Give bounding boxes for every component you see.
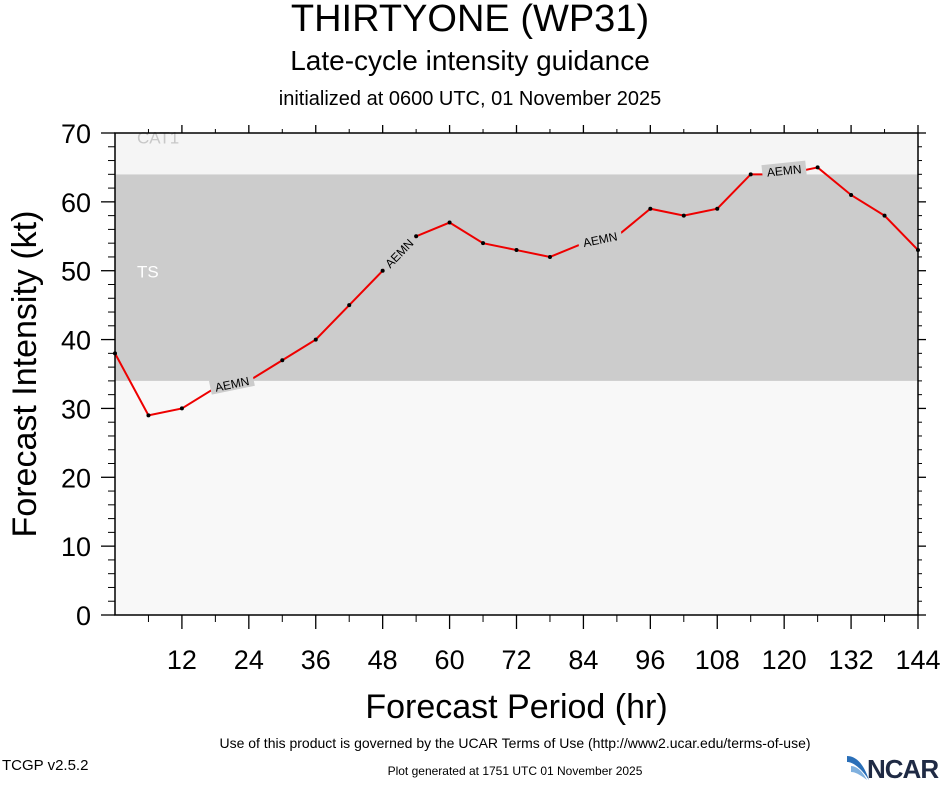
- x-tick-label: 132: [829, 645, 874, 675]
- data-point: [347, 303, 352, 308]
- band-ts: [115, 174, 918, 381]
- data-point: [146, 413, 151, 418]
- series-label: AEMN: [766, 162, 802, 179]
- plot-generated-time: Plot generated at 1751 UTC 01 November 2…: [387, 764, 643, 778]
- y-tick-label: 60: [61, 188, 91, 218]
- data-point: [179, 406, 184, 411]
- x-tick-label: 108: [695, 645, 740, 675]
- y-tick-label: 30: [61, 394, 91, 424]
- data-point: [414, 234, 419, 239]
- data-point: [648, 206, 653, 211]
- x-tick-label: 36: [301, 645, 331, 675]
- plot-frame: [114, 132, 919, 616]
- series-label-group: AEMN: [761, 160, 807, 180]
- data-point: [547, 254, 552, 259]
- series-label: AEMN: [582, 229, 619, 250]
- x-tick-label: 12: [167, 645, 197, 675]
- band-label-cat1: CAT1: [137, 128, 179, 147]
- ncar-swoosh-icon: [847, 756, 869, 780]
- data-point: [380, 268, 385, 273]
- initialization-time: initialized at 0600 UTC, 01 November 202…: [278, 88, 662, 110]
- data-point: [815, 165, 820, 170]
- data-point: [313, 337, 318, 342]
- series-label-bg: [378, 232, 420, 274]
- band-label-ts: TS: [137, 263, 159, 282]
- data-point: [681, 213, 686, 218]
- data-point: [280, 358, 285, 363]
- ncar-logo-text: NCAR: [867, 754, 939, 784]
- y-tick-label: 0: [76, 601, 91, 631]
- x-tick-label: 48: [368, 645, 398, 675]
- terms-of-use-note: Use of this product is governed by the U…: [219, 735, 811, 751]
- x-tick-label: 72: [501, 645, 531, 675]
- x-tick-label: 60: [435, 645, 465, 675]
- data-point: [715, 206, 720, 211]
- x-tick-label: 120: [762, 645, 807, 675]
- series-label-group: AEMN: [576, 227, 623, 251]
- x-axis-label: Forecast Period (hr): [365, 688, 667, 726]
- chart-subtitle: Late-cycle intensity guidance: [290, 45, 650, 76]
- y-tick-label: 70: [61, 119, 91, 149]
- y-tick-label: 40: [61, 326, 91, 356]
- x-tick-label: 96: [635, 645, 665, 675]
- data-point: [514, 248, 519, 253]
- chart-title: THIRTYONE (WP31): [290, 0, 650, 40]
- data-point: [447, 220, 452, 225]
- y-tick-label: 20: [61, 463, 91, 493]
- x-tick-label: 144: [895, 645, 940, 675]
- x-tick-label: 24: [234, 645, 264, 675]
- series-label-bg: [576, 227, 623, 251]
- series-label: AEMN: [214, 374, 251, 395]
- x-tick-label: 84: [568, 645, 598, 675]
- series-label-group: AEMN: [208, 372, 255, 395]
- data-point: [882, 213, 887, 218]
- y-tick-label: 10: [61, 532, 91, 562]
- ncar-logo: NCAR: [845, 752, 939, 784]
- series-label-bg: [208, 372, 255, 395]
- y-tick-label: 50: [61, 257, 91, 287]
- software-version: TCGP v2.5.2: [2, 757, 89, 774]
- y-axis-label: Forecast Intensity (kt): [6, 211, 44, 538]
- data-point: [481, 241, 486, 246]
- series-label-bg: [761, 160, 807, 180]
- data-point: [748, 172, 753, 177]
- data-point: [849, 192, 854, 197]
